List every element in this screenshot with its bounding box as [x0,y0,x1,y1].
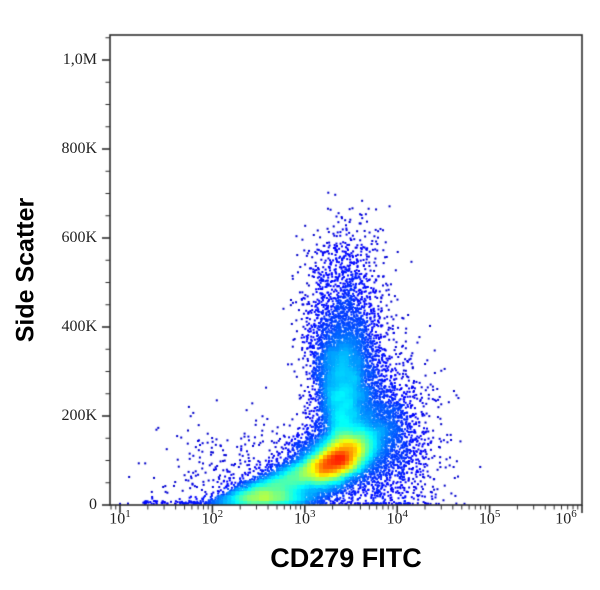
y-tick-label-800k: 800K [61,140,97,157]
x-axis-title: CD279 FITC [270,543,422,573]
x-tick-label-1e6: 106 [555,508,577,528]
x-tick-label-1e1: 101 [109,508,131,528]
y-tick-label-0: 0 [89,496,97,513]
x-tick-label-1e5: 105 [478,508,501,528]
x-tick-label-1e3: 103 [294,508,316,528]
y-tick-label-400k: 400K [61,318,97,335]
y-tick-label-1m: 1,0M [62,51,97,68]
y-tick-label-600k: 600K [61,229,97,246]
x-tick-label-1e2: 102 [201,508,224,528]
y-tick-label-200k: 200K [61,407,97,424]
x-tick-label-1e4: 104 [386,508,408,528]
